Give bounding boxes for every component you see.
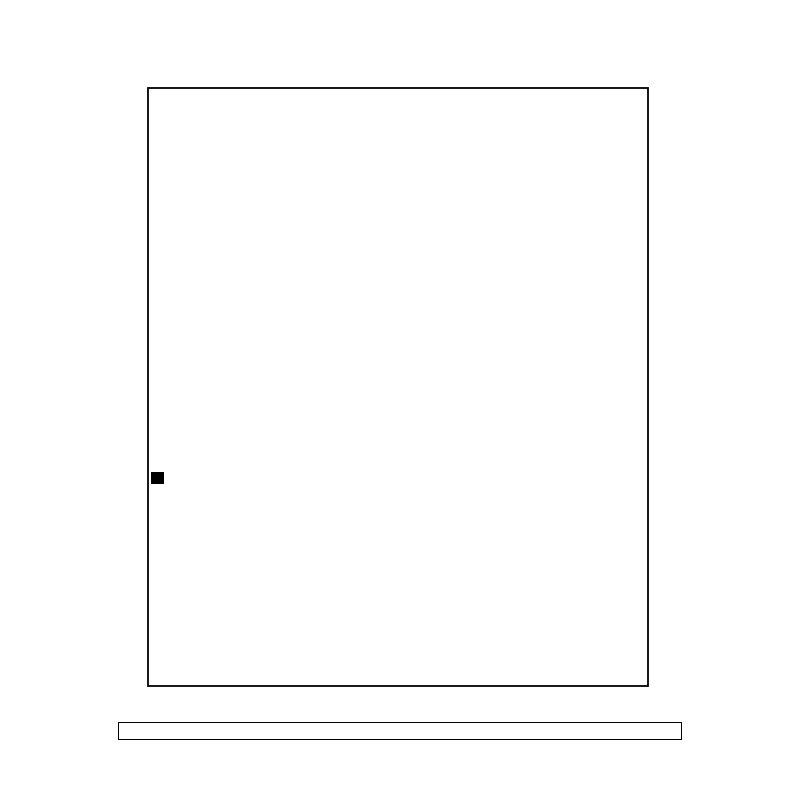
map-frame [147,87,649,687]
colorbar [118,722,682,740]
cloudbase-cell [151,472,164,484]
